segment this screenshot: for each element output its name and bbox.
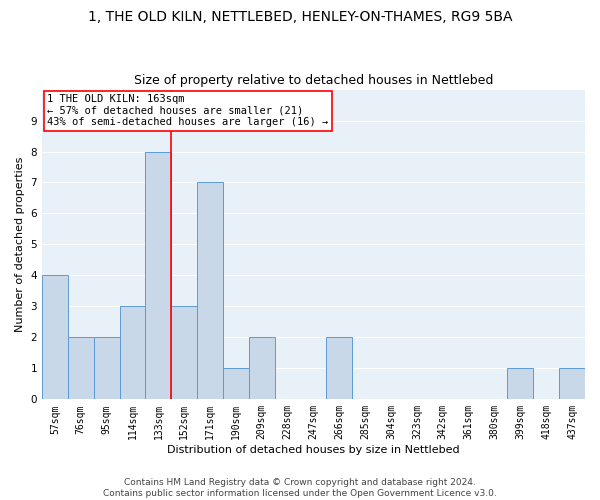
Y-axis label: Number of detached properties: Number of detached properties — [15, 157, 25, 332]
Bar — [249, 338, 275, 400]
Bar — [68, 338, 94, 400]
Bar — [508, 368, 533, 400]
Bar — [42, 276, 68, 400]
Bar — [145, 152, 172, 400]
Title: Size of property relative to detached houses in Nettlebed: Size of property relative to detached ho… — [134, 74, 493, 87]
Bar — [119, 306, 145, 400]
Bar — [94, 338, 119, 400]
Bar — [326, 338, 352, 400]
Text: Contains HM Land Registry data © Crown copyright and database right 2024.
Contai: Contains HM Land Registry data © Crown c… — [103, 478, 497, 498]
Bar — [172, 306, 197, 400]
Text: 1 THE OLD KILN: 163sqm
← 57% of detached houses are smaller (21)
43% of semi-det: 1 THE OLD KILN: 163sqm ← 57% of detached… — [47, 94, 329, 128]
Text: 1, THE OLD KILN, NETTLEBED, HENLEY-ON-THAMES, RG9 5BA: 1, THE OLD KILN, NETTLEBED, HENLEY-ON-TH… — [88, 10, 512, 24]
Bar — [197, 182, 223, 400]
Bar — [223, 368, 249, 400]
Bar — [559, 368, 585, 400]
X-axis label: Distribution of detached houses by size in Nettlebed: Distribution of detached houses by size … — [167, 445, 460, 455]
